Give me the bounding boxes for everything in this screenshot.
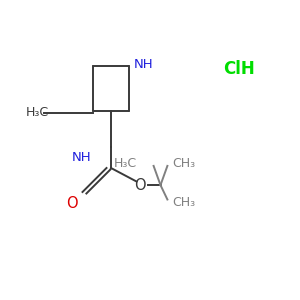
Text: CH₃: CH₃ xyxy=(172,157,196,170)
Text: H₃C: H₃C xyxy=(26,106,49,119)
Text: O: O xyxy=(135,178,146,193)
Text: CH₃: CH₃ xyxy=(172,196,196,209)
Text: ClH: ClH xyxy=(223,60,254,78)
Text: O: O xyxy=(66,196,78,211)
Text: NH: NH xyxy=(134,58,153,71)
Text: H₃C: H₃C xyxy=(113,157,136,170)
Text: NH: NH xyxy=(72,151,92,164)
